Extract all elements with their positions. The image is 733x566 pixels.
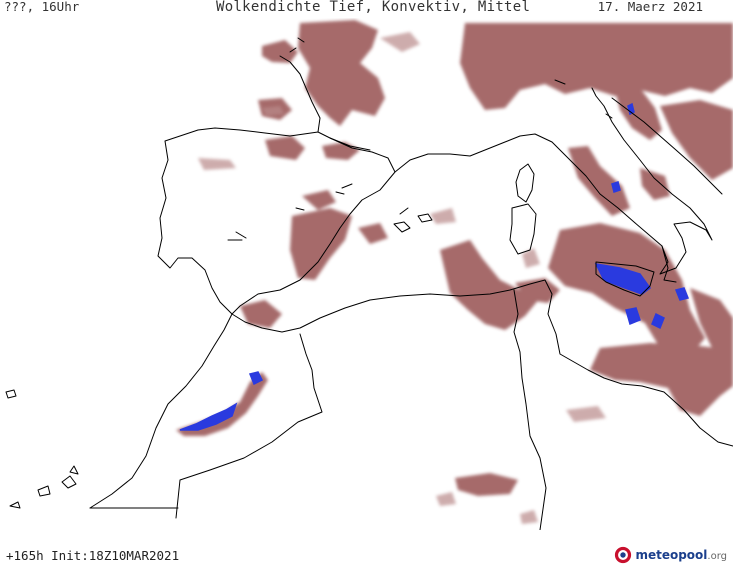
forecast-time-label: ???, 16Uhr — [4, 0, 80, 14]
france-atlantic-coastline — [279, 55, 321, 133]
cloud-patch-biscay — [298, 20, 385, 126]
canary-islands-coastline — [9, 465, 79, 509]
forecast-date: 17. Maerz 2021 — [597, 0, 703, 14]
algeria-tunisia-border — [513, 289, 547, 530]
convective-ionian — [651, 312, 665, 330]
cloud-patch-ebro — [302, 190, 336, 210]
cloud-patch-balkans — [660, 100, 733, 180]
cloud-patch-sidra — [590, 343, 733, 416]
cloud-patch-tunisia-coast — [515, 278, 560, 303]
iberia-coastline — [157, 127, 396, 315]
cloud-patch-puglia — [640, 168, 670, 200]
calabria-coastline — [661, 245, 677, 283]
run-info-label: +165h Init:18Z10MAR2021 — [6, 548, 180, 563]
meteopool-logo[interactable]: meteopool.org — [614, 545, 727, 565]
convective-atlas-east — [248, 371, 264, 386]
pyrenees-border — [329, 137, 371, 151]
cloud-patch-cantabria — [265, 136, 305, 160]
cloud-patch-sahara — [455, 473, 518, 496]
cloud-density-light-layer — [198, 32, 606, 524]
cloud-patch-valencia — [290, 208, 352, 280]
convective-naples — [611, 181, 621, 193]
north-coast-detail — [289, 37, 613, 119]
morocco-algeria-border — [175, 333, 323, 519]
north-africa-coastline — [231, 279, 733, 447]
meteopool-logo-text: meteopool.org — [635, 548, 727, 562]
sicily-coastline — [595, 261, 655, 297]
cloud-patch-brittany — [262, 40, 298, 63]
france-italy-coastline — [394, 87, 713, 275]
inland-water-lines — [227, 183, 409, 241]
cloud-patch-italy-central — [568, 146, 630, 216]
map-title: Wolkendichte Tief, Konvektiv, Mittel — [216, 0, 531, 15]
meteopool-logo-icon — [615, 546, 632, 564]
convective-atlas — [179, 402, 238, 431]
madeira-coastline — [5, 389, 17, 399]
convective-sicily — [594, 263, 652, 295]
cloud-patch-algeria-tunisia — [440, 240, 540, 330]
cloud-patch-ionian-east — [690, 288, 733, 358]
cloud-patch-central-europe — [460, 23, 733, 110]
balearic-coastline — [393, 213, 433, 233]
cloud-density-layer — [176, 20, 733, 496]
cloud-patch-balearic — [358, 223, 388, 244]
coastline-layer — [5, 37, 733, 530]
convective-calabria — [674, 287, 690, 301]
cloud-patch-alboran — [240, 300, 282, 328]
convective-malta — [625, 307, 641, 326]
adriatic-east-coastline — [611, 97, 723, 195]
morocco-atlantic-coastline — [89, 313, 233, 509]
cloud-density-map — [5, 20, 733, 530]
corsica-coastline — [515, 163, 535, 203]
cloud-patch-pyrenees — [322, 142, 360, 160]
convective-peaks-layer — [179, 102, 690, 431]
sardinia-coastline — [509, 203, 537, 255]
